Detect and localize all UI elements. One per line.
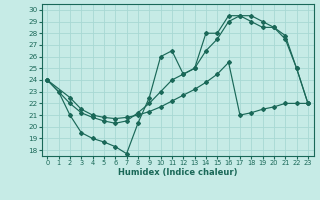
X-axis label: Humidex (Indice chaleur): Humidex (Indice chaleur): [118, 168, 237, 177]
